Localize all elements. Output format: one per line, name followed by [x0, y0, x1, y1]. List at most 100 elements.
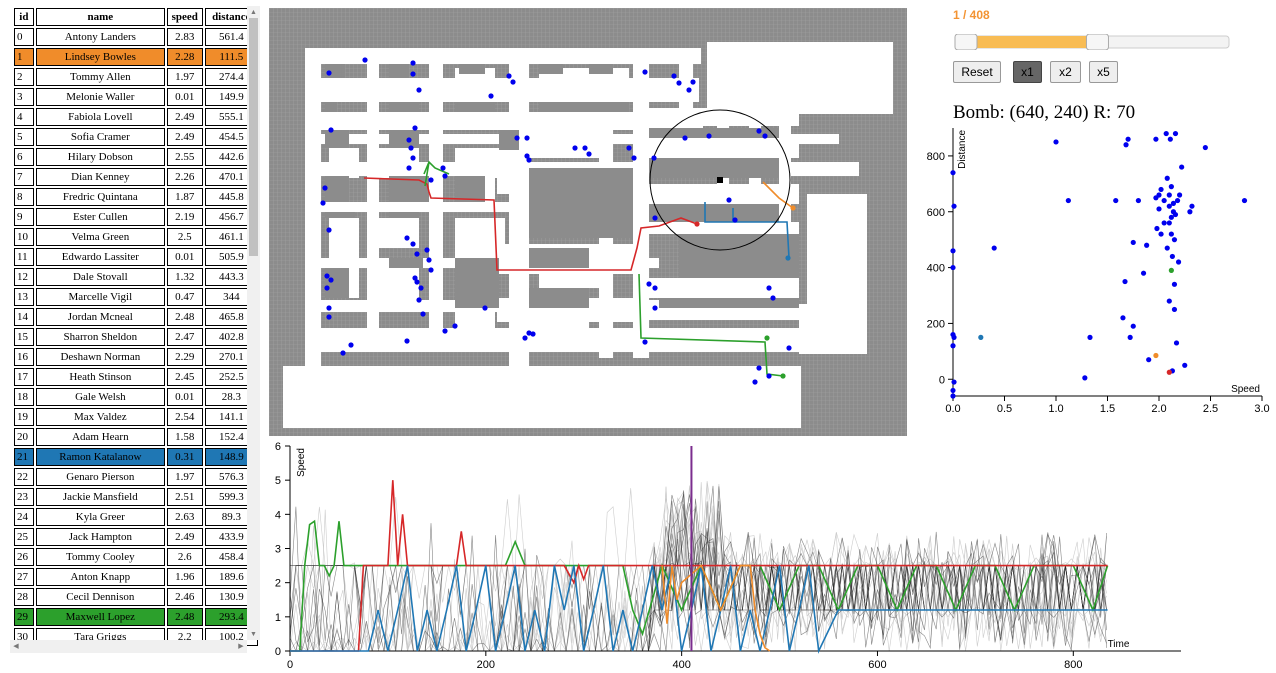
cell-speed: 2.55 — [166, 148, 203, 166]
table-row[interactable]: 5 Sofia Cramer 2.49 454.5 — [14, 128, 258, 146]
column-header-speed[interactable]: speed — [166, 8, 203, 26]
slider-current-handle[interactable] — [1085, 34, 1109, 50]
map-wall-block — [659, 298, 799, 308]
vertical-scroll-thumb[interactable] — [249, 18, 258, 256]
table-row[interactable]: 27 Anton Knapp 1.96 189.6 — [14, 568, 258, 586]
table-row[interactable]: 16 Deshawn Norman 2.29 270.1 — [14, 348, 258, 366]
scroll-left-arrow-icon[interactable]: ◀ — [13, 642, 19, 650]
table-row[interactable]: 18 Gale Welsh 0.01 28.3 — [14, 388, 258, 406]
agent-dot — [706, 133, 712, 139]
column-header-id[interactable]: id — [14, 8, 34, 26]
reset-button[interactable]: Reset — [953, 61, 1001, 83]
cell-speed: 1.32 — [166, 268, 203, 286]
speed-x1-button[interactable]: x1 — [1013, 61, 1042, 83]
map-wall-block — [679, 234, 699, 278]
table-horizontal-scrollbar[interactable]: ◀ ▶ — [10, 640, 247, 653]
scatter-point — [1168, 231, 1174, 237]
table-vertical-scrollbar[interactable]: ▲ ▼ — [247, 6, 260, 640]
table-row[interactable]: 13 Marcelle Vigil 0.47 344 — [14, 288, 258, 306]
agent-dot — [362, 57, 368, 63]
timeline-y-axis-title: Speed — [296, 448, 307, 477]
table-row[interactable]: 29 Maxwell Lopez 2.48 293.4 — [14, 608, 258, 626]
cell-speed: 2.83 — [166, 28, 203, 46]
cell-distance: 148.9 — [204, 448, 258, 466]
table-row[interactable]: 20 Adam Hearn 1.58 152.4 — [14, 428, 258, 446]
table-row[interactable]: 0 Antony Landers 2.83 561.4 — [14, 28, 258, 46]
table-row[interactable]: 19 Max Valdez 2.54 141.1 — [14, 408, 258, 426]
map-wall-block — [325, 268, 349, 298]
agent-dot — [326, 70, 332, 76]
table-row[interactable]: 1 Lindsey Bowles 2.28 111.5 — [14, 48, 258, 66]
cell-speed: 2.29 — [166, 348, 203, 366]
scatter-point — [1187, 209, 1193, 215]
agent-dot — [404, 338, 410, 344]
agent-dot — [416, 87, 422, 93]
cell-name: Tommy Allen — [35, 68, 165, 86]
cell-id: 4 — [14, 108, 34, 126]
table-row[interactable]: 4 Fabiola Lovell 2.49 555.1 — [14, 108, 258, 126]
speed-x2-button[interactable]: x2 — [1050, 61, 1081, 83]
cell-speed: 1.87 — [166, 188, 203, 206]
table-row[interactable]: 24 Kyla Greer 2.63 89.3 — [14, 508, 258, 526]
speed-series-line — [290, 480, 1108, 652]
agent-dot — [526, 157, 532, 163]
table-row[interactable]: 2 Tommy Allen 1.97 274.4 — [14, 68, 258, 86]
scroll-right-arrow-icon[interactable]: ▶ — [238, 642, 244, 650]
speed-x5-button[interactable]: x5 — [1089, 61, 1118, 83]
table-row[interactable]: 23 Jackie Mansfield 2.51 599.3 — [14, 488, 258, 506]
agent-dot — [770, 295, 776, 301]
cell-id: 10 — [14, 228, 34, 246]
agent-dot — [416, 297, 422, 303]
table-row[interactable]: 7 Dian Kenney 2.26 470.1 — [14, 168, 258, 186]
agent-dot — [524, 135, 530, 141]
scatter-point — [1140, 270, 1147, 276]
speed-time-line-chart[interactable]: 0 200 400 600 800 0 1 2 3 4 5 6 Time Speed — [269, 440, 1189, 670]
column-header-name[interactable]: name — [35, 8, 165, 26]
table-row[interactable]: 12 Dale Stovall 1.32 443.3 — [14, 268, 258, 286]
cell-speed: 1.97 — [166, 468, 203, 486]
scatter-y-tick-label: 0 — [939, 374, 945, 386]
cell-speed: 1.96 — [166, 568, 203, 586]
cell-name: Marcelle Vigil — [35, 288, 165, 306]
scroll-down-arrow-icon[interactable]: ▼ — [250, 630, 257, 638]
table-row[interactable]: 26 Tommy Cooley 2.6 458.4 — [14, 548, 258, 566]
agent-dot — [326, 227, 332, 233]
time-slider[interactable] — [954, 34, 1230, 50]
agent-dot — [412, 125, 418, 131]
cell-speed: 2.49 — [166, 108, 203, 126]
cell-name: Sofia Cramer — [35, 128, 165, 146]
agent-dot — [530, 331, 536, 337]
table-row[interactable]: 15 Sharron Sheldon 2.47 402.8 — [14, 328, 258, 346]
agent-dot — [756, 365, 762, 371]
cell-name: Deshawn Norman — [35, 348, 165, 366]
table-row[interactable]: 11 Edwardo Lassiter 0.01 505.9 — [14, 248, 258, 266]
table-row[interactable]: 25 Jack Hampton 2.49 433.9 — [14, 528, 258, 546]
table-row[interactable]: 6 Hilary Dobson 2.55 442.6 — [14, 148, 258, 166]
table-row[interactable]: 14 Jordan Mcneal 2.48 465.8 — [14, 308, 258, 326]
table-row[interactable]: 10 Velma Green 2.5 461.1 — [14, 228, 258, 246]
cell-name: Jordan Mcneal — [35, 308, 165, 326]
speed-distance-scatter-chart[interactable]: 0.0 0.5 1.0 1.5 2.0 2.5 3.0 0 200 400 600 800 Speed D… — [920, 118, 1270, 418]
agent-dot — [414, 251, 420, 257]
agent-dot — [671, 73, 677, 79]
timeline-axes: 0 200 400 600 800 0 1 2 3 4 5 6 Time Speed — [275, 441, 1181, 670]
table-row[interactable]: 9 Ester Cullen 2.19 456.7 — [14, 208, 258, 226]
cell-id: 26 — [14, 548, 34, 566]
cell-speed: 0.31 — [166, 448, 203, 466]
table-row[interactable]: 8 Fredric Quintana 1.87 445.8 — [14, 188, 258, 206]
scatter-point — [1122, 278, 1128, 285]
table-row[interactable]: 3 Melonie Waller 0.01 149.9 — [14, 88, 258, 106]
cell-speed: 2.48 — [166, 308, 203, 326]
cell-name: Genaro Pierson — [35, 468, 165, 486]
table-row[interactable]: 28 Cecil Dennison 2.46 130.9 — [14, 588, 258, 606]
table-row[interactable]: 22 Genaro Pierson 1.97 576.3 — [14, 468, 258, 486]
table-row[interactable]: 17 Heath Stinson 2.45 252.5 — [14, 368, 258, 386]
floor-map[interactable] — [269, 8, 907, 436]
scatter-x-tick-label: 2.5 — [1203, 403, 1218, 415]
agent-dot — [328, 277, 334, 283]
scatter-y-tick-label: 800 — [927, 151, 945, 163]
scroll-up-arrow-icon[interactable]: ▲ — [250, 8, 257, 16]
slider-start-handle[interactable] — [954, 34, 978, 50]
table-row[interactable]: 21 Ramon Katalanow 0.31 148.9 — [14, 448, 258, 466]
scatter-point — [1144, 242, 1150, 248]
